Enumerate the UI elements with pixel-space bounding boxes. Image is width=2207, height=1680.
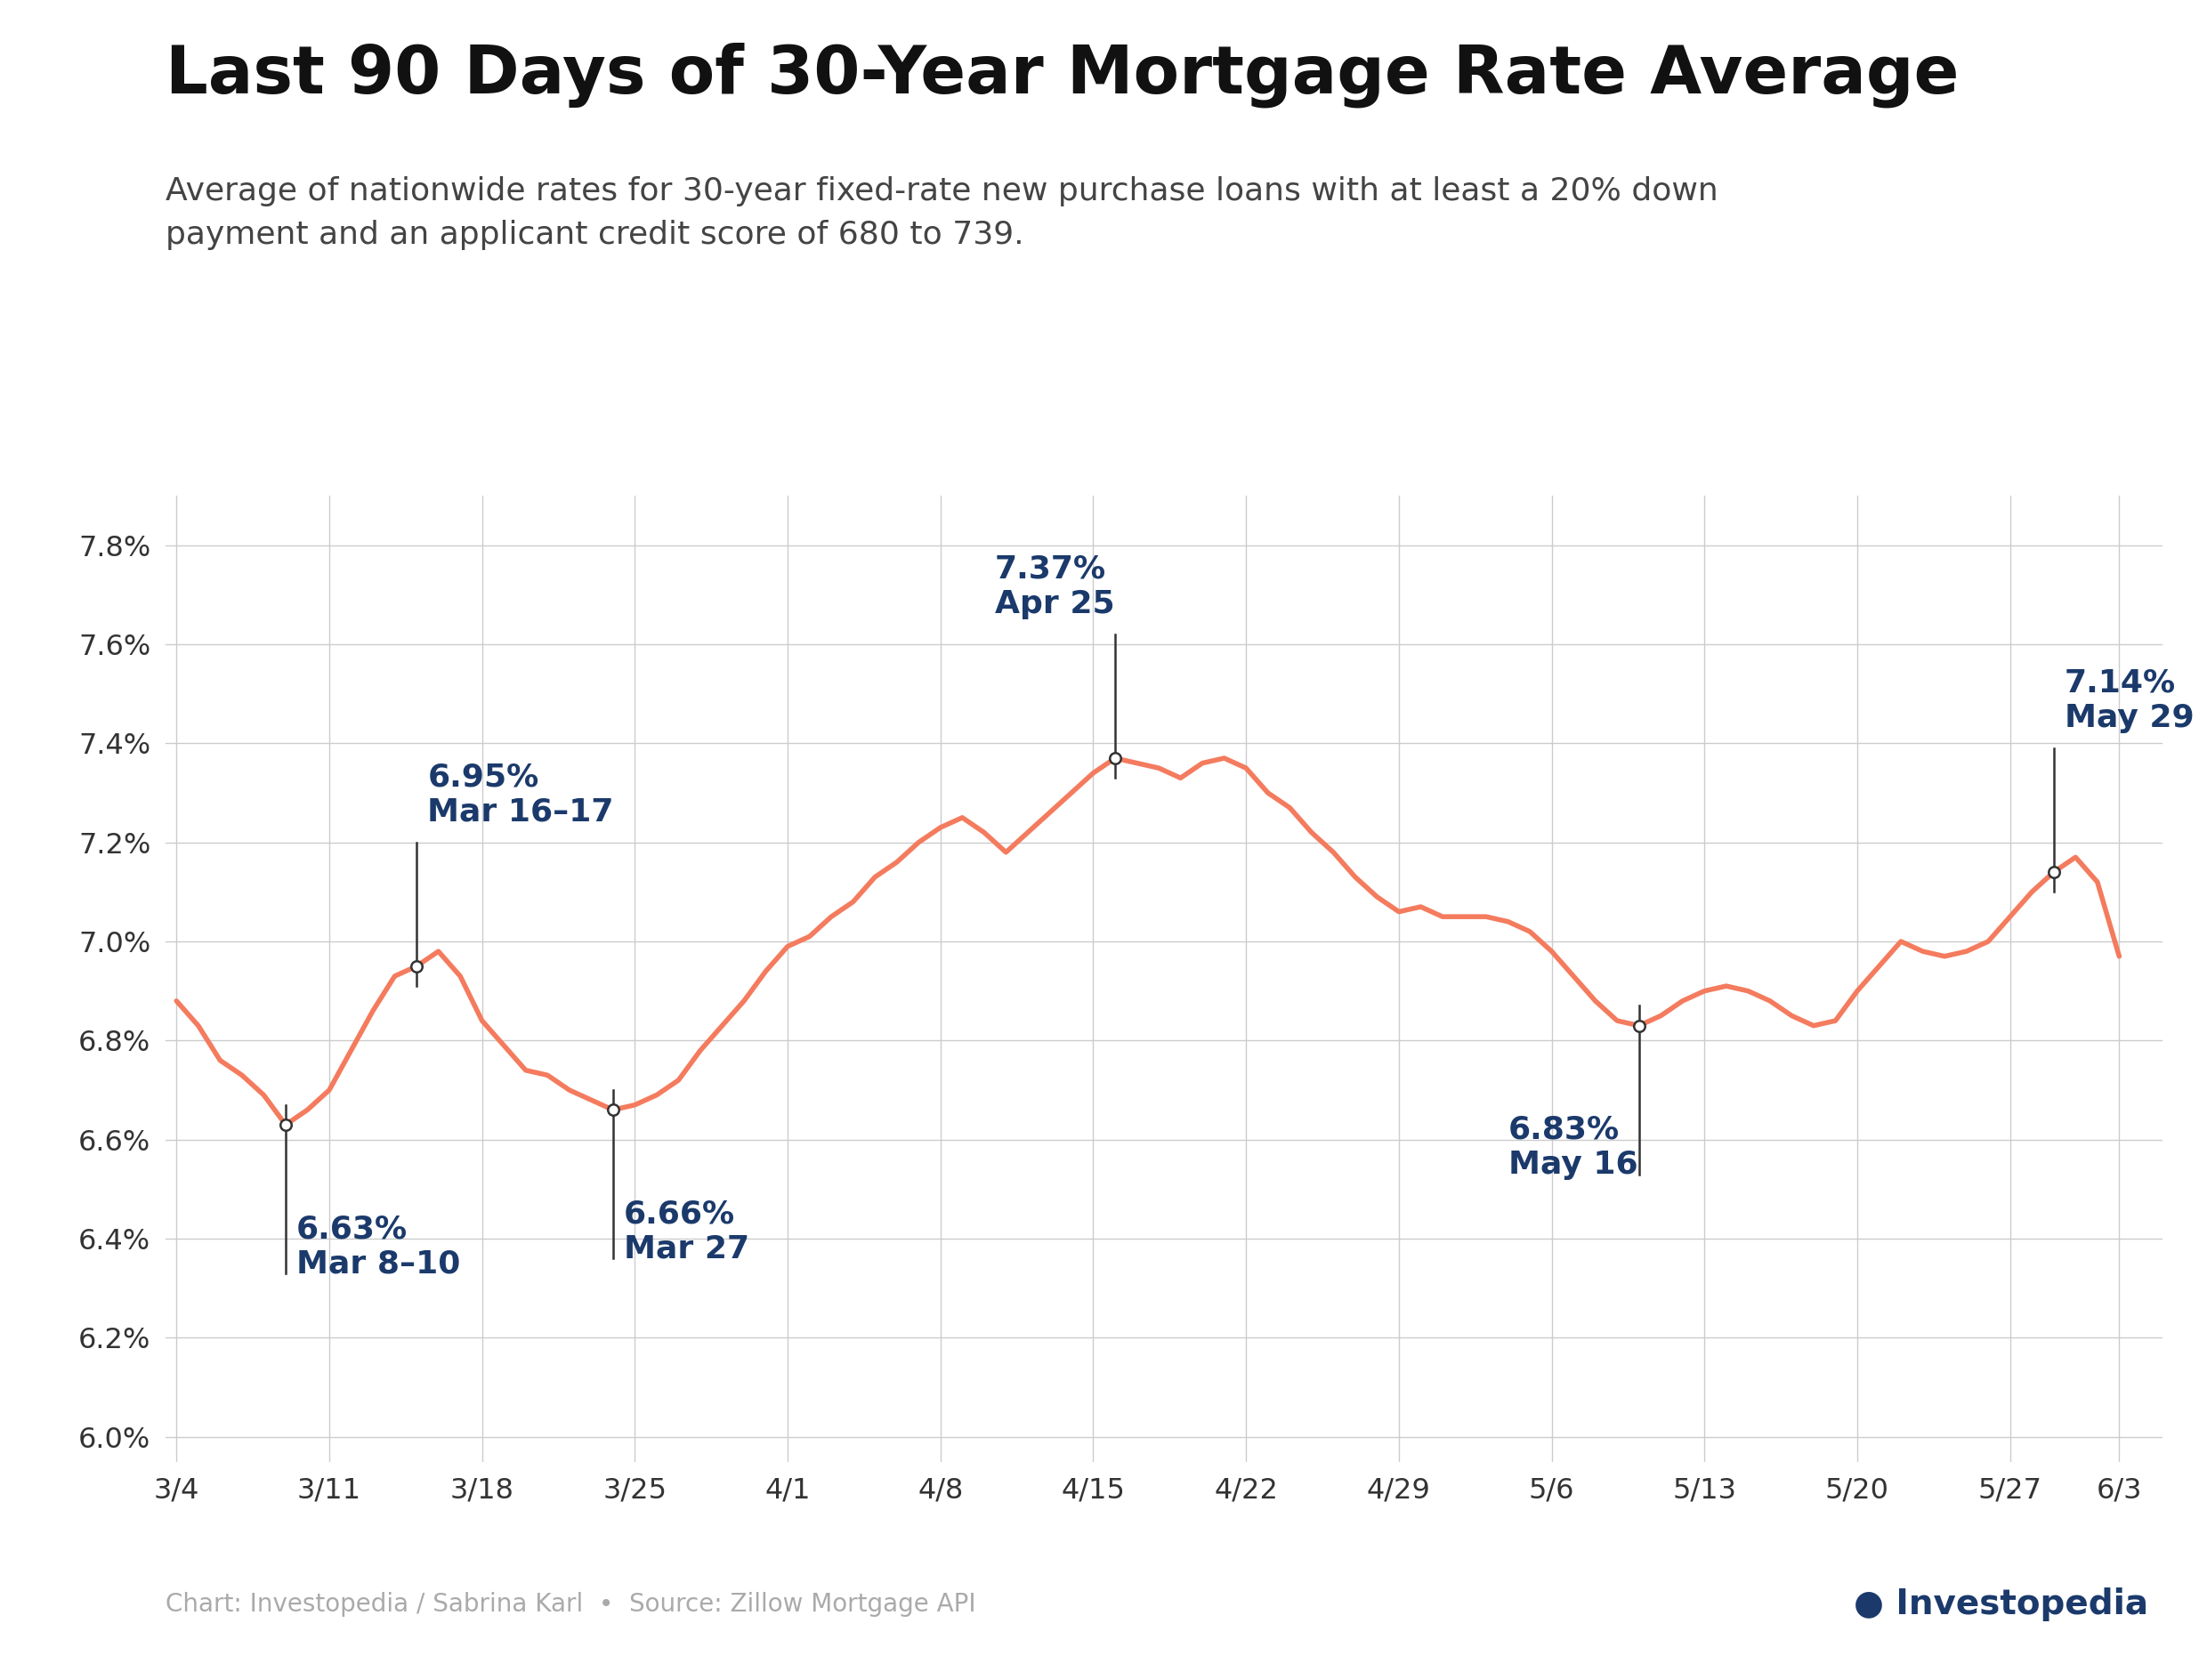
Text: 6.83%
May 16: 6.83% May 16 [1507,1116,1638,1179]
Text: 6.66%
Mar 27: 6.66% Mar 27 [625,1200,750,1265]
Text: 7.14%
May 29: 7.14% May 29 [2064,669,2194,734]
Text: Chart: Investopedia / Sabrina Karl  •  Source: Zillow Mortgage API: Chart: Investopedia / Sabrina Karl • Sou… [166,1593,975,1616]
Text: 6.63%
Mar 8–10: 6.63% Mar 8–10 [296,1215,461,1278]
Text: Average of nationwide rates for 30-year fixed-rate new purchase loans with at le: Average of nationwide rates for 30-year … [166,176,1719,250]
Text: ● Investopedia: ● Investopedia [1854,1588,2147,1621]
Text: 6.95%
Mar 16–17: 6.95% Mar 16–17 [428,763,614,828]
Text: 7.37%
Apr 25: 7.37% Apr 25 [995,554,1115,620]
Text: Last 90 Days of 30-Year Mortgage Rate Average: Last 90 Days of 30-Year Mortgage Rate Av… [166,42,1960,108]
